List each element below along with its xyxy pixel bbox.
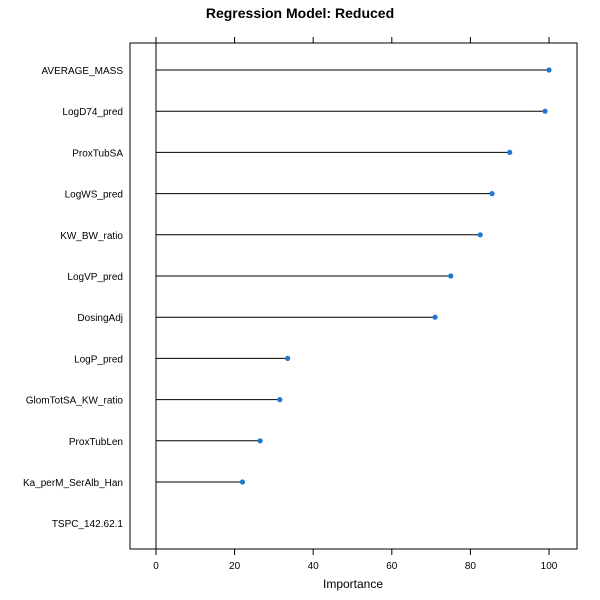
x-tick-label: 0 (153, 561, 159, 572)
category-label: KW_BW_ratio (60, 231, 123, 242)
category-label: LogVP_pred (67, 272, 123, 283)
lollipop-point (546, 67, 552, 73)
category-label: DosingAdj (77, 313, 123, 324)
lollipop-marks (156, 67, 552, 485)
category-label: LogWS_pred (65, 190, 123, 201)
category-label: ProxTubLen (69, 437, 123, 448)
plot-frame (129, 42, 578, 550)
category-label: ProxTubSA (72, 148, 123, 159)
lollipop-point (489, 191, 495, 197)
category-label: GlomTotSA_KW_ratio (26, 396, 124, 407)
lollipop-point (477, 232, 483, 238)
lollipop-point (239, 479, 246, 485)
x-tick-label: 80 (465, 561, 477, 572)
lollipop-point (257, 438, 263, 444)
x-tick-label: 100 (541, 561, 558, 572)
x-tick-label: 20 (229, 561, 241, 572)
x-tick-label: 40 (308, 561, 320, 572)
category-label: Ka_perM_SerAlb_Han (23, 478, 123, 489)
x-axis-top (155, 37, 550, 43)
lollipop-point (285, 355, 291, 361)
lollipop-point (448, 273, 454, 279)
category-labels: AVERAGE_MASS LogD74_pred ProxTubSA LogWS_pr… (23, 66, 123, 530)
x-axis-bottom: 0 20 40 60 80 100 (153, 549, 558, 572)
x-axis-label: Importance (323, 577, 383, 591)
lollipop-point (542, 108, 548, 114)
category-label: AVERAGE_MASS (41, 66, 123, 77)
lollipop-point (277, 397, 283, 403)
lollipop-point (432, 314, 438, 320)
chart-title: Regression Model: Reduced (206, 5, 394, 21)
category-label: LogD74_pred (62, 107, 123, 118)
lollipop-point (507, 149, 513, 155)
category-label: TSPC_142.62.1 (52, 519, 124, 530)
x-tick-label: 60 (386, 561, 398, 572)
category-label: LogP_pred (74, 354, 123, 365)
